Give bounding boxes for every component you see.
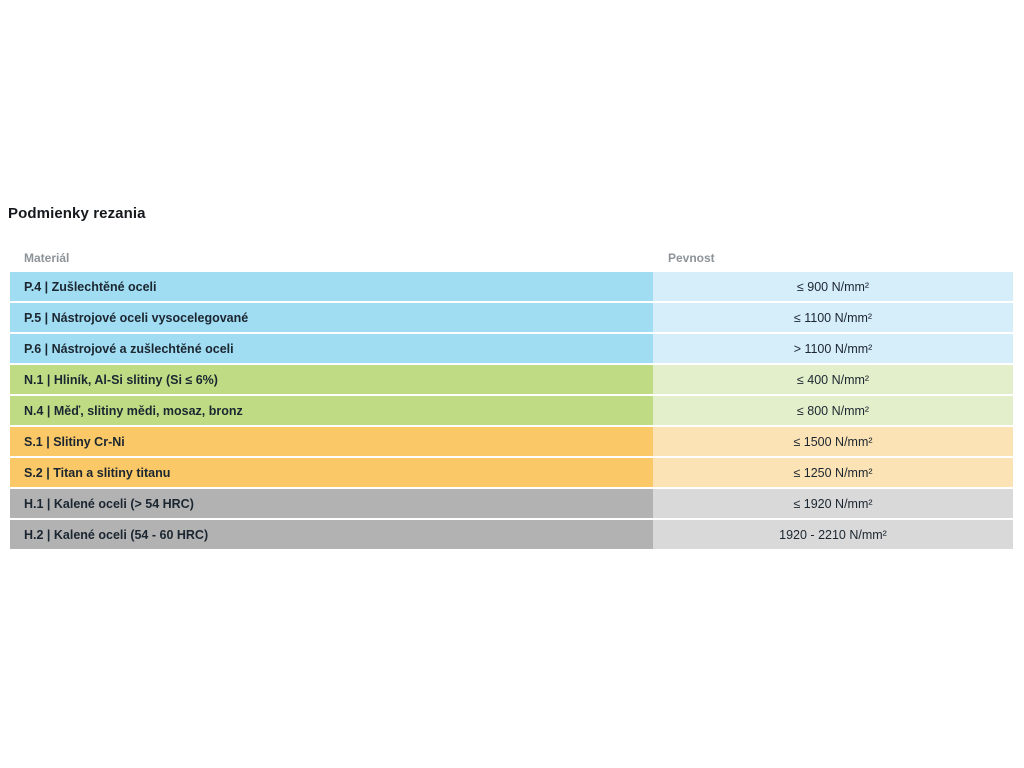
material-column-header: Materiál: [24, 251, 70, 265]
material-cell: S.1 | Slitiny Cr-Ni: [10, 427, 653, 456]
material-cell: S.2 | Titan a slitiny titanu: [10, 458, 653, 487]
material-cell: H.2 | Kalené oceli (54 - 60 HRC): [10, 520, 653, 549]
material-cell: P.6 | Nástrojové a zušlechtěné oceli: [10, 334, 653, 363]
material-cell: P.5 | Nástrojové oceli vysocelegované: [10, 303, 653, 332]
strength-cell: 1920 - 2210 N/mm²: [653, 520, 1013, 549]
strength-cell: ≤ 1500 N/mm²: [653, 427, 1013, 456]
table-row: P.4 | Zušlechtěné oceli ≤ 900 N/mm²: [10, 272, 1013, 301]
table-row: S.1 | Slitiny Cr-Ni ≤ 1500 N/mm²: [10, 427, 1013, 456]
strength-cell: ≤ 1100 N/mm²: [653, 303, 1013, 332]
table-row: N.4 | Měď, slitiny mědi, mosaz, bronz ≤ …: [10, 396, 1013, 425]
table-header-row: Materiál Pevnost: [10, 247, 1013, 272]
table-row: P.5 | Nástrojové oceli vysocelegované ≤ …: [10, 303, 1013, 332]
strength-cell: ≤ 400 N/mm²: [653, 365, 1013, 394]
material-cell: N.4 | Měď, slitiny mědi, mosaz, bronz: [10, 396, 653, 425]
page-title: Podmienky rezania: [8, 205, 146, 222]
material-cell: P.4 | Zušlechtěné oceli: [10, 272, 653, 301]
strength-cell: ≤ 800 N/mm²: [653, 396, 1013, 425]
material-cell: H.1 | Kalené oceli (> 54 HRC): [10, 489, 653, 518]
strength-column-header: Pevnost: [668, 251, 715, 265]
table-row: N.1 | Hliník, Al-Si slitiny (Si ≤ 6%) ≤ …: [10, 365, 1013, 394]
strength-cell: ≤ 1920 N/mm²: [653, 489, 1013, 518]
material-cell: N.1 | Hliník, Al-Si slitiny (Si ≤ 6%): [10, 365, 653, 394]
strength-cell: ≤ 1250 N/mm²: [653, 458, 1013, 487]
cutting-conditions-table: Materiál Pevnost P.4 | Zušlechtěné oceli…: [10, 247, 1013, 551]
table-row: P.6 | Nástrojové a zušlechtěné oceli > 1…: [10, 334, 1013, 363]
table-row: S.2 | Titan a slitiny titanu ≤ 1250 N/mm…: [10, 458, 1013, 487]
strength-cell: ≤ 900 N/mm²: [653, 272, 1013, 301]
strength-cell: > 1100 N/mm²: [653, 334, 1013, 363]
table-row: H.1 | Kalené oceli (> 54 HRC) ≤ 1920 N/m…: [10, 489, 1013, 518]
table-body: P.4 | Zušlechtěné oceli ≤ 900 N/mm² P.5 …: [10, 272, 1013, 549]
table-row: H.2 | Kalené oceli (54 - 60 HRC) 1920 - …: [10, 520, 1013, 549]
